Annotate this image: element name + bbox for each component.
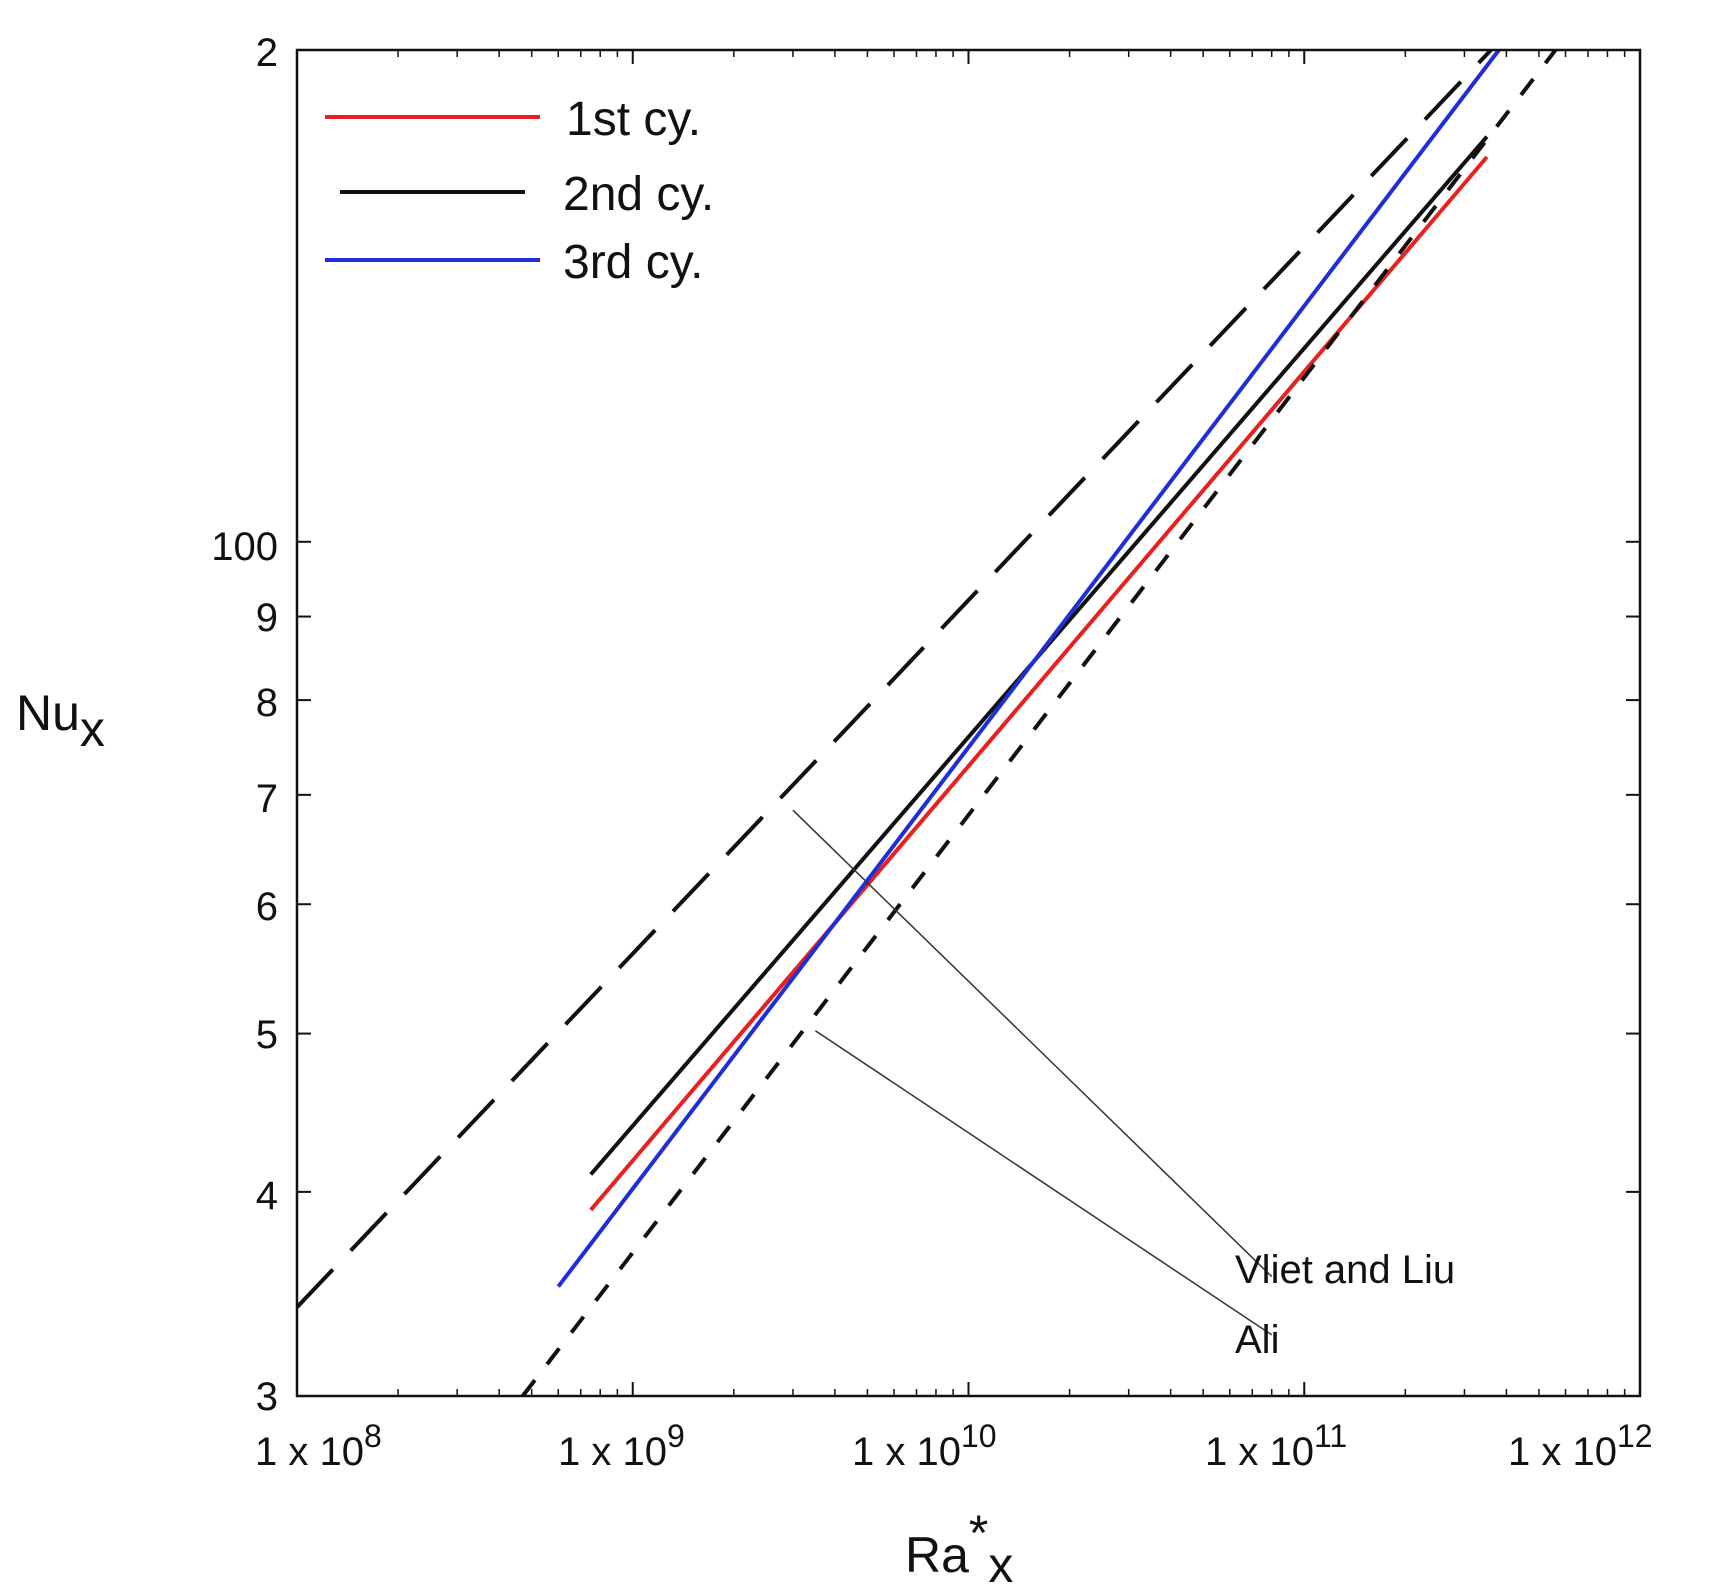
annotation-label-vliet-and-liu: Vliet and Liu — [1235, 1248, 1455, 1292]
x-tick-label-1e10: 1 x 1010 — [852, 1418, 997, 1474]
x-tick-label-1e12-base: 1 x 10 — [1508, 1430, 1617, 1474]
x-tick-label-1e8: 1 x 108 — [255, 1418, 382, 1474]
x-tick-label-1e12-exp: 12 — [1617, 1418, 1653, 1454]
series-line-vliet-and-liu — [297, 50, 1493, 1309]
x-axis-label-base: Ra — [905, 1527, 969, 1583]
y-tick-label-3: 3 — [256, 1375, 278, 1419]
y-tick-label-2: 2 — [256, 31, 278, 75]
x-tick-label-1e11-exp: 11 — [1314, 1418, 1347, 1454]
x-tick-label-1e9-exp: 9 — [667, 1418, 685, 1454]
annotation-label-ali: Ali — [1235, 1318, 1279, 1362]
tick-layer — [296, 49, 1641, 1397]
annotation-leader-ali — [815, 1030, 1273, 1336]
annotation-leader-vliet-and-liu — [792, 809, 1273, 1278]
y-tick-label-5: 5 — [256, 1013, 278, 1057]
y-tick-label-8: 8 — [256, 681, 278, 725]
x-tick-label-1e11-base: 1 x 10 — [1205, 1430, 1314, 1474]
annotation-layer — [792, 809, 1273, 1336]
x-tick-label-1e8-exp: 8 — [364, 1418, 382, 1454]
y-axis-label: Nux — [16, 685, 105, 757]
x-tick-label-1e9: 1 x 109 — [558, 1418, 685, 1474]
y-tick-label-6: 6 — [256, 885, 278, 929]
legend-label-1st-cy: 1st cy. — [566, 93, 701, 146]
y-tick-label-100: 100 — [211, 525, 278, 569]
legend-label-2nd-cy: 2nd cy. — [563, 168, 714, 221]
plot-frame — [295, 48, 1642, 1398]
y-tick-label-9: 9 — [256, 596, 278, 640]
x-tick-label-1e12: 1 x 1012 — [1508, 1418, 1653, 1474]
x-tick-label-1e8-base: 1 x 10 — [255, 1430, 364, 1474]
legend-label-3rd-cy: 3rd cy. — [563, 236, 703, 289]
y-tick-label-4: 4 — [256, 1174, 278, 1218]
series-line-ali — [521, 50, 1558, 1396]
x-tick-label-1e9-base: 1 x 10 — [558, 1430, 667, 1474]
series-line-3rd-cy — [556, 50, 1501, 1288]
y-axis-label-sub: x — [80, 701, 105, 757]
x-tick-label-1e10-base: 1 x 10 — [852, 1430, 961, 1474]
y-tick-label-7: 7 — [256, 777, 278, 821]
x-axis-label-sup: * — [969, 1505, 988, 1561]
legend: 1st cy. 2nd cy. 3rd cy. — [325, 93, 714, 289]
x-axis-label-sub: x — [988, 1537, 1013, 1593]
x-tick-label-1e11: 1 x 1011 — [1205, 1418, 1347, 1474]
x-tick-label-1e10-exp: 10 — [961, 1418, 997, 1454]
series-layer — [297, 50, 1558, 1396]
y-axis-label-base: Nu — [16, 685, 80, 741]
x-axis-label: Ra*x — [905, 1505, 1013, 1593]
